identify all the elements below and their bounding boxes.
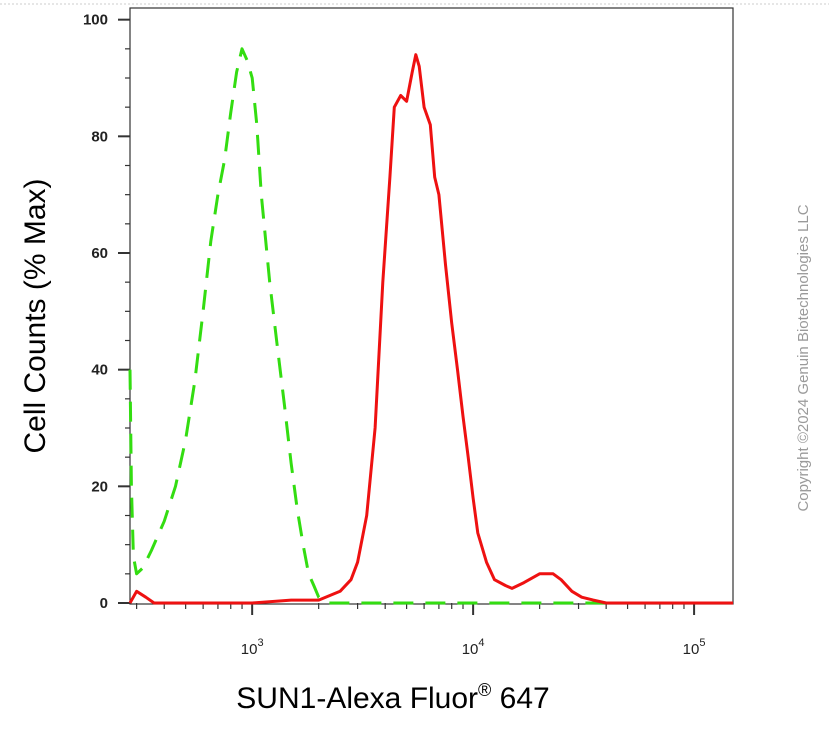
y-tick-label: 100 <box>83 12 108 29</box>
plot-frame <box>129 7 734 605</box>
y-tick-label: 20 <box>91 478 108 495</box>
x-axis-title-main: SUN1-Alexa Fluor <box>236 682 478 715</box>
axis-ticks <box>118 18 696 615</box>
y-tick-labels: 0 20 40 60 80 100 <box>83 12 108 612</box>
copyright-watermark: Copyright ©2024 Genuin Biotechnologies L… <box>795 204 812 511</box>
x-axis-title-suffix: 647 <box>491 682 549 715</box>
y-tick-label: 60 <box>91 245 108 262</box>
x-tick-label: 105 <box>683 637 706 658</box>
y-tick-label: 0 <box>100 595 108 612</box>
y-axis-title: Cell Counts (% Max) <box>19 178 52 453</box>
series-layer <box>128 47 733 605</box>
y-tick-label: 40 <box>91 362 108 379</box>
x-axis-title: SUN1-Alexa Fluor® 647 <box>236 680 549 715</box>
x-axis-title-sup: ® <box>478 680 491 700</box>
x-tick-label: 104 <box>462 637 485 658</box>
x-tick-label: 103 <box>241 637 264 658</box>
x-tick-labels: 103 104 105 <box>241 637 706 658</box>
series-line-sample <box>128 53 733 605</box>
y-tick-label: 80 <box>91 128 108 145</box>
series-line-isotype-control <box>128 47 733 605</box>
